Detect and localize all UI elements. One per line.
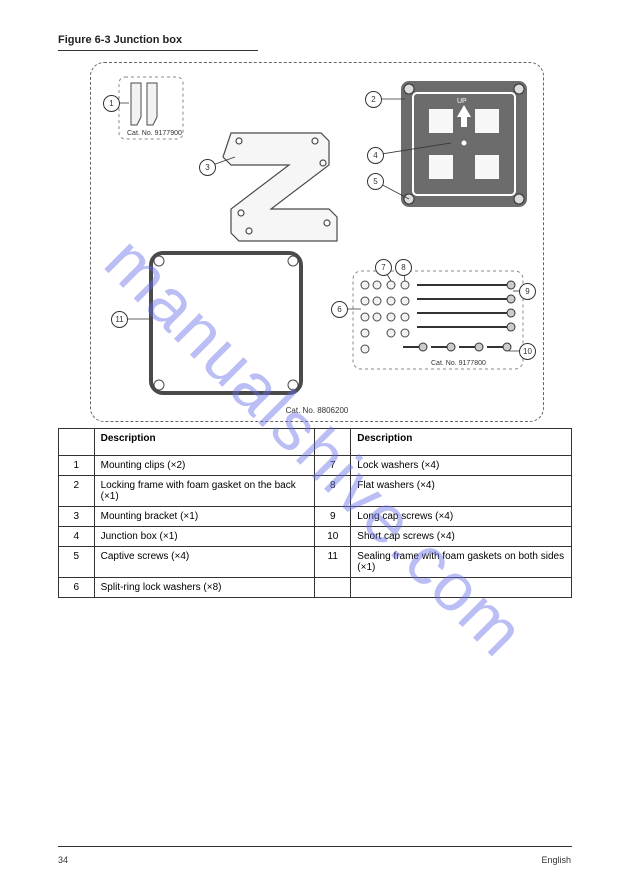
- callout-8: 8: [395, 259, 412, 276]
- table-cell: Flat washers (×4): [351, 476, 572, 507]
- callout-9: 9: [519, 283, 536, 300]
- cat-label-hardware: Cat. No. 9177800: [431, 360, 486, 367]
- section-underline: [58, 50, 258, 51]
- callout-4: 4: [367, 147, 384, 164]
- callout-6: 6: [331, 301, 348, 318]
- footer-language: English: [541, 855, 571, 865]
- table-cell: Junction box (×1): [94, 527, 315, 547]
- table-cell: Lock washers (×4): [351, 456, 572, 476]
- table-cell: 6: [59, 578, 95, 598]
- callout-3: 3: [199, 159, 216, 176]
- table-cell: Sealing frame with foam gaskets on both …: [351, 547, 572, 578]
- cat-number-main: Cat. No. 8806200: [282, 406, 353, 415]
- table-cell: Mounting bracket (×1): [94, 507, 315, 527]
- exploded-diagram: Cat. No. 9177900: [91, 63, 543, 421]
- table-cell: Long cap screws (×4): [351, 507, 572, 527]
- table-cell: Captive screws (×4): [94, 547, 315, 578]
- callout-5: 5: [367, 173, 384, 190]
- page: Figure 6-3 Junction box Cat. No. 9177900: [0, 0, 629, 893]
- col-description-1: Description: [94, 429, 315, 456]
- table-cell: Mounting clips (×2): [94, 456, 315, 476]
- diagram-container: Cat. No. 9177900: [90, 62, 544, 422]
- table-cell: 4: [59, 527, 95, 547]
- table-cell: 11: [315, 547, 351, 578]
- section-title: Figure 6-3 Junction box: [58, 34, 182, 46]
- table-cell: Split-ring lock washers (×8): [94, 578, 315, 598]
- footer-rule: [58, 846, 572, 847]
- table-cell: 7: [315, 456, 351, 476]
- cat-label-clips: Cat. No. 9177900: [127, 130, 182, 137]
- table-cell: Short cap screws (×4): [351, 527, 572, 547]
- table-cell: 2: [59, 476, 95, 507]
- callout-1: 1: [103, 95, 120, 112]
- table-cell: Locking frame with foam gasket on the ba…: [94, 476, 315, 507]
- page-number: 34: [58, 855, 68, 865]
- callout-7: 7: [375, 259, 392, 276]
- callout-11: 11: [111, 311, 128, 328]
- parts-table: Description Description 1 Mounting clips…: [58, 428, 572, 598]
- callout-2: 2: [365, 91, 382, 108]
- table-cell: 10: [315, 527, 351, 547]
- callout-10: 10: [519, 343, 536, 360]
- col-description-2: Description: [351, 429, 572, 456]
- table-cell: [315, 578, 351, 598]
- table-cell: 3: [59, 507, 95, 527]
- table-cell: 8: [315, 476, 351, 507]
- svg-text:UP: UP: [457, 98, 467, 105]
- table-cell: 5: [59, 547, 95, 578]
- table-cell: [351, 578, 572, 598]
- table-cell: 9: [315, 507, 351, 527]
- table-cell: 1: [59, 456, 95, 476]
